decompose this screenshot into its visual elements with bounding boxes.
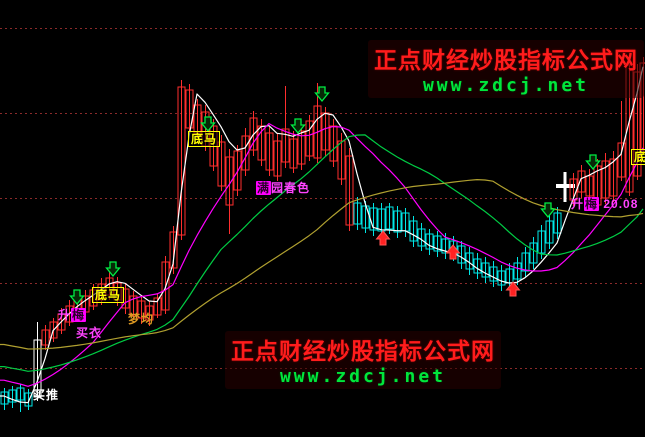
chart-label: 底马 xyxy=(631,149,645,165)
chart-label-text: 梅 xyxy=(71,308,87,322)
candle-body xyxy=(265,132,274,171)
candle-body xyxy=(353,202,362,225)
candle-body xyxy=(241,135,250,171)
candle-body xyxy=(217,141,226,187)
chart-label-text: 买衣 xyxy=(76,326,103,340)
ma-slow-line xyxy=(0,134,644,372)
ma-slowest-line xyxy=(0,179,644,350)
chart-label: 底马 xyxy=(188,131,221,147)
candle-body xyxy=(489,266,498,282)
candle-body xyxy=(305,120,314,157)
doji-cross xyxy=(563,172,567,202)
chart-label: 升梅 xyxy=(58,308,87,322)
chart-label: 底马 xyxy=(92,287,125,303)
candle-body xyxy=(33,339,42,398)
chart-label-text: 梦均 xyxy=(128,312,155,326)
candle-body xyxy=(8,389,17,403)
candle-body xyxy=(41,329,50,346)
candle-body xyxy=(513,262,522,280)
chart-label-text: 满 xyxy=(256,181,272,195)
chart-label-text: 升 xyxy=(571,197,585,211)
candle-body xyxy=(129,295,138,316)
candle-body xyxy=(545,220,554,244)
candle-body xyxy=(225,156,234,206)
candle-body xyxy=(137,300,146,319)
chart-label-text: 园春色 xyxy=(271,181,311,195)
sell-arrow-icon xyxy=(290,118,306,135)
chart-label-text: 升 xyxy=(58,308,72,322)
buy-arrow-icon xyxy=(505,281,521,297)
candle-body xyxy=(313,105,322,159)
candle-body xyxy=(393,210,402,233)
candle-body xyxy=(345,155,354,226)
candle-body xyxy=(425,233,434,250)
buy-arrow-icon xyxy=(375,230,391,246)
candle-body xyxy=(145,305,154,321)
candle-body xyxy=(617,142,626,178)
candle-body xyxy=(329,125,338,162)
candle-body xyxy=(257,125,266,161)
chart-label: 满园春色 xyxy=(256,181,310,195)
candle-body xyxy=(441,238,450,254)
candle-body xyxy=(57,313,66,331)
watermark-bottom: 正点财经炒股指标公式网 www.zdcj.net xyxy=(225,331,501,389)
candle-body xyxy=(249,117,258,151)
candle-body xyxy=(161,261,170,311)
candle-body xyxy=(281,128,290,163)
candle-body xyxy=(16,387,25,401)
watermark-url: www.zdcj.net xyxy=(422,75,590,96)
candle-body xyxy=(289,138,298,169)
watermark-site-name: 正点财经炒股指标公式网 xyxy=(374,47,638,73)
buy-arrow-icon xyxy=(445,244,461,260)
chart-label-text: 买推 xyxy=(33,388,60,402)
candle-body xyxy=(481,262,490,278)
candle-body xyxy=(233,150,242,191)
candle-body xyxy=(433,235,442,252)
chart-label: 买衣 xyxy=(76,326,102,340)
watermark-top: 正点财经炒股指标公式网 www.zdcj.net xyxy=(368,40,644,98)
chart-label-text: 底马 xyxy=(634,150,645,164)
sell-arrow-icon xyxy=(105,261,121,278)
chart-label: 买推 xyxy=(33,388,59,402)
candle-body xyxy=(601,160,610,199)
ma-mid-line xyxy=(0,122,644,387)
candle-body xyxy=(537,230,546,254)
sell-arrow-icon xyxy=(540,202,556,219)
chart-label: 升梅 20.08 xyxy=(571,197,638,211)
sell-arrow-icon xyxy=(314,86,330,103)
watermark-site-name: 正点财经炒股指标公式网 xyxy=(231,338,495,364)
candle-body xyxy=(24,392,33,407)
chart-label-text: 梅 xyxy=(584,197,600,211)
sell-arrow-icon xyxy=(200,116,216,133)
sell-arrow-icon xyxy=(585,154,601,171)
candle-body xyxy=(521,252,530,272)
candle-body xyxy=(553,212,562,234)
candle-body xyxy=(497,270,506,286)
candle-body xyxy=(185,89,194,129)
candle-body xyxy=(169,231,178,269)
candle-body xyxy=(297,130,306,165)
candle-body xyxy=(337,140,346,180)
candle-body xyxy=(273,140,282,177)
watermark-url: www.zdcj.net xyxy=(279,366,447,387)
sell-arrow-icon xyxy=(69,289,85,306)
candle-body xyxy=(409,220,418,242)
candle-body xyxy=(577,170,586,193)
candle-body xyxy=(153,297,162,316)
candle-body xyxy=(529,242,538,264)
candle-body xyxy=(609,158,618,197)
chart-label-text: 底马 xyxy=(191,132,218,146)
candle-body xyxy=(457,245,466,264)
chart-label: 梦均 xyxy=(128,312,154,326)
candle-body xyxy=(377,208,386,232)
candle-body xyxy=(385,206,394,230)
chart-label-text: 20.08 xyxy=(599,197,639,211)
candle-body xyxy=(585,175,594,197)
chart-label-text: 底马 xyxy=(95,288,122,302)
candle-body xyxy=(49,321,58,339)
